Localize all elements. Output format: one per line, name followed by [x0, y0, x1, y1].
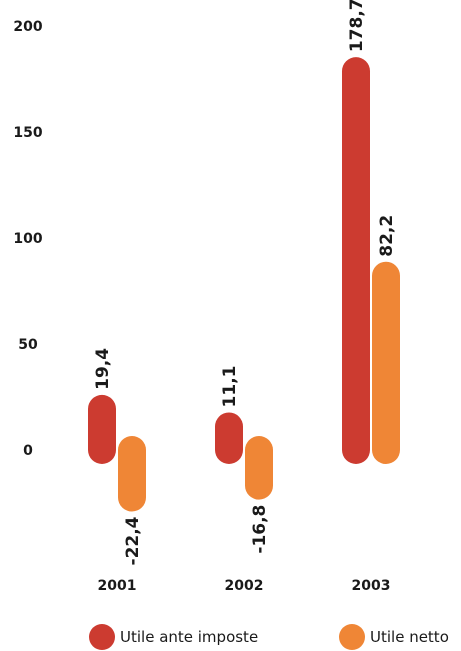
bar: [88, 394, 116, 464]
data-label: -16,8: [250, 505, 270, 554]
x-tick-label: 2001: [98, 578, 137, 594]
y-tick-label: 0: [23, 443, 33, 459]
legend-swatch: [339, 624, 365, 650]
y-tick-label: 150: [13, 125, 42, 141]
legend: Utile ante imposte Utile netto: [89, 624, 449, 650]
y-tick-label: 100: [13, 231, 42, 247]
data-label: -22,4: [123, 516, 143, 565]
bars: 19,4 11,1 178,7 -22,4 -16,8 82,2: [88, 0, 400, 565]
y-axis: 0 50 100 150 200: [13, 19, 42, 459]
y-tick-label: 200: [13, 19, 42, 35]
x-tick-label: 2002: [225, 578, 264, 594]
y-tick-label: 50: [18, 337, 38, 353]
legend-label: Utile ante imposte: [120, 628, 258, 646]
bar: [215, 412, 243, 464]
bar: [118, 436, 146, 512]
data-label: 178,7: [347, 0, 367, 52]
data-label: 19,4: [93, 348, 113, 390]
bar: [372, 261, 400, 464]
x-tick-label: 2003: [352, 578, 391, 594]
bar: [245, 436, 273, 500]
x-axis: 2001 2002 2003: [98, 578, 391, 594]
legend-item: Utile netto: [339, 624, 449, 650]
bar: [342, 57, 370, 464]
data-label: 11,1: [220, 366, 240, 408]
legend-swatch: [89, 624, 115, 650]
data-label: 82,2: [377, 215, 397, 257]
legend-item: Utile ante imposte: [89, 624, 258, 650]
legend-label: Utile netto: [370, 628, 449, 646]
